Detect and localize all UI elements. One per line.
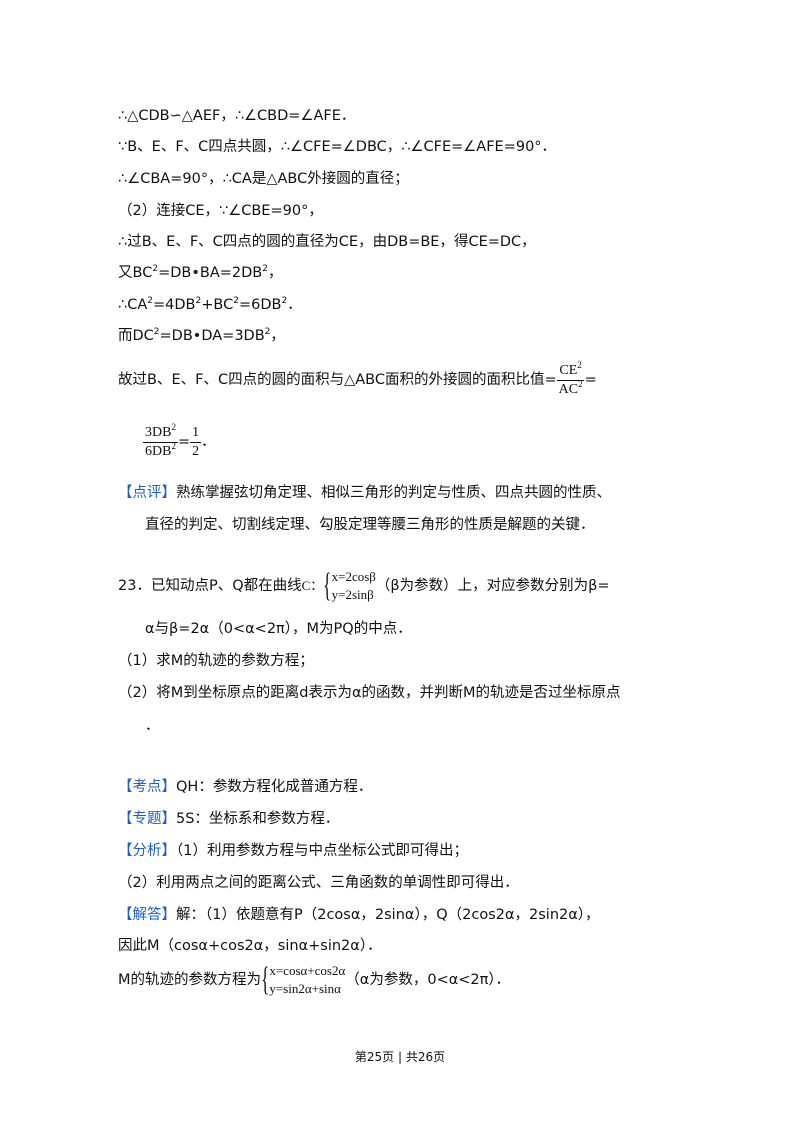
kaodian-line: 【考点】QH：参数方程化成普通方程． <box>118 777 372 797</box>
t: 2 <box>192 443 200 459</box>
t: M的轨迹的参数方程为 <box>118 972 262 988</box>
t: = <box>584 372 597 388</box>
t: AC <box>558 381 579 397</box>
brace: { <box>261 961 270 998</box>
review-line: 【点评】熟练掌握弦切角定理、相似三角形的判定与性质、四点共圆的性质、 <box>118 483 611 503</box>
t: 而DC <box>118 328 154 344</box>
fraction-3db-6db: 3DB2 6DB2 <box>143 421 178 461</box>
t: 故过B、E、F、C四点的圆的面积与△ABC面积的外接圆的面积比值= <box>118 372 557 388</box>
t: ∴CA <box>118 297 148 313</box>
jieda-line: 因此M（cosα+cos2α，sinα+sin2α）． <box>118 938 382 954</box>
proof-line: 而DC2=DB•DA=3DB2， <box>118 326 285 346</box>
fenxi-label: 【分析】 <box>118 843 176 859</box>
sup: 2 <box>262 264 268 274</box>
t: ． <box>201 434 216 450</box>
t: =DB•DA=3DB <box>159 328 265 344</box>
question-line: （2）将M到坐标原点的距离d表示为α的函数，并判断M的轨迹是否过坐标原点 <box>118 685 621 701</box>
sup: 2 <box>171 421 176 432</box>
proof-line: ∴∠CBA=90°，∴CA是△ABC外接圆的直径； <box>118 171 409 187</box>
t: QH：参数方程化成普通方程． <box>176 779 373 795</box>
t: 又BC <box>118 265 153 281</box>
brace: { <box>323 567 332 604</box>
sup: 2 <box>171 440 176 451</box>
t: 3DB <box>145 424 172 440</box>
jieda-line: 【解答】解：（1）依题意有P（2cosα，2sinα），Q（2cos2α，2si… <box>118 905 600 925</box>
t: y=2sinβ <box>331 587 374 602</box>
question-23: 23．已知动点P、Q都在曲线C：{x=2cosβ y=2sinβ （β为参数）上，对… <box>118 566 610 606</box>
page-footer: 第25页 | 共26页 <box>354 1050 446 1064</box>
m-equation: {x=cosα+cos2α y=sin2α+sinα <box>261 962 345 998</box>
proof-line: ∴过B、E、F、C四点的圆的直径为CE，由DB=BE，得CE=DC， <box>118 234 536 250</box>
t: 熟练掌握弦切角定理、相似三角形的判定与性质、四点共圆的性质、 <box>176 485 611 501</box>
sup: 2 <box>233 296 239 306</box>
t: 解：（1）依题意有P（2cosα，2sinα），Q（2cos2α，2sin2α）… <box>176 907 600 923</box>
kaodian-label: 【考点】 <box>118 779 176 795</box>
sup: 2 <box>153 327 160 337</box>
question-line: （1）求M的轨迹的参数方程； <box>118 653 314 669</box>
t: =4DB <box>153 297 196 313</box>
question-line: ． <box>145 718 160 734</box>
fraction-ce-ac: CE2 AC2 <box>557 359 585 399</box>
sup: 2 <box>195 296 202 306</box>
t: 5S：坐标系和参数方程． <box>176 811 340 827</box>
t: ， <box>270 328 285 344</box>
proof-line: ∵B、E、F、C四点共圆，∴∠CFE=∠DBC，∴∠CFE=∠AFE=90°． <box>118 139 557 155</box>
t: 6DB <box>145 443 172 459</box>
sup: 2 <box>577 359 582 370</box>
proof-line: 故过B、E、F、C四点的圆的面积与△ABC面积的外接圆的面积比值= CE2 AC2 = <box>118 360 597 400</box>
t: x=cosα+cos2α <box>269 963 346 978</box>
zhuanti-label: 【专题】 <box>118 811 176 827</box>
zhuanti-line: 【专题】5S：坐标系和参数方程． <box>118 809 339 829</box>
sup: 2 <box>147 296 154 306</box>
t: （1）利用参数方程与中点坐标公式即可得出； <box>176 843 468 859</box>
t: +BC <box>201 297 234 313</box>
t: （α为参数，0<α<2π）． <box>345 972 511 988</box>
review-label: 【点评】 <box>118 485 176 501</box>
proof-line: 3DB2 6DB2 = 1 2 ． <box>143 422 216 462</box>
t: 23．已知动点P、Q都在曲线 <box>118 578 302 594</box>
t: ， <box>267 265 283 281</box>
sup: 2 <box>152 264 159 274</box>
proof-line: （2）连接CE，∵∠CBE=90°， <box>118 203 323 219</box>
curve-equation: {x=2cosβ y=2sinβ <box>323 568 376 604</box>
sup: 2 <box>281 296 288 306</box>
t: =6DB <box>238 297 282 313</box>
t: 1 <box>190 424 202 443</box>
proof-line: ∴△CDB∽△AEF，∴∠CBD=∠AFE． <box>118 108 356 124</box>
fenxi-line: （2）利用两点之间的距离公式、三角函数的单调性即可得出． <box>118 875 519 891</box>
t: CE <box>559 362 578 378</box>
jieda-label: 【解答】 <box>118 907 176 923</box>
sup: 2 <box>578 378 583 389</box>
t: x=2cosβ <box>331 569 376 584</box>
t: C： <box>301 578 324 593</box>
t: ． <box>287 297 302 313</box>
t: = <box>177 434 191 450</box>
sup: 2 <box>264 327 271 337</box>
proof-line: ∴CA2=4DB2+BC2=6DB2． <box>118 295 302 315</box>
review-line: 直径的判定、切割线定理、勾股定理等腰三角形的性质是解题的关键． <box>145 517 595 533</box>
t: =DB•BA=2DB <box>158 265 263 281</box>
proof-line: 又BC2=DB•BA=2DB2， <box>118 263 282 283</box>
t: y=sin2α+sinα <box>269 981 341 996</box>
jieda-line: M的轨迹的参数方程为{x=cosα+cos2α y=sin2α+sinα （α为参数… <box>118 960 510 1000</box>
question-line: α与β=2α（0<α<2π），M为PQ的中点． <box>145 621 412 637</box>
fenxi-line: 【分析】（1）利用参数方程与中点坐标公式即可得出； <box>118 841 468 861</box>
t: （β为参数）上，对应参数分别为β= <box>375 578 610 594</box>
